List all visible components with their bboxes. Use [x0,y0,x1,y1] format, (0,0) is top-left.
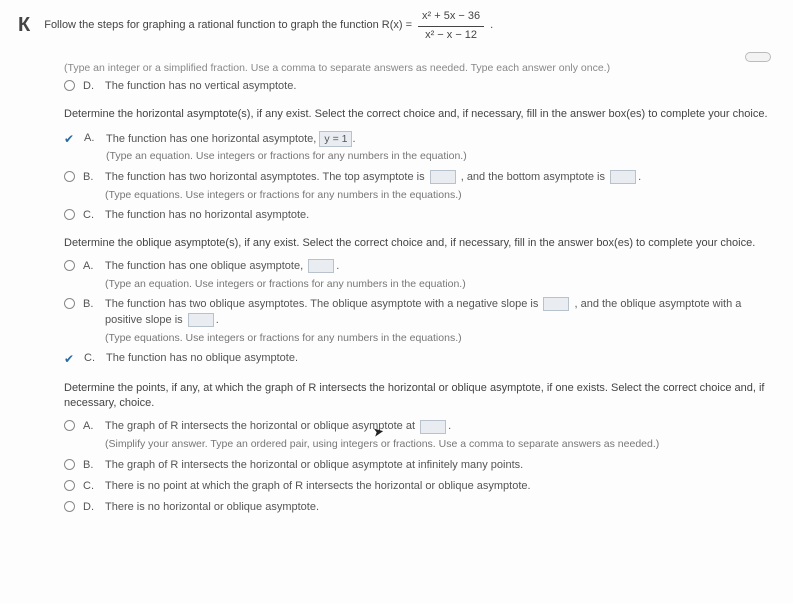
option-letter: D. [83,500,97,516]
points-question: Determine the points, if any, at which t… [64,381,779,412]
option-text: The function has no horizontal asymptote… [105,208,779,224]
answer-input[interactable] [610,170,636,184]
option-text-1: The function has two oblique asymptotes.… [105,298,538,310]
option-oblique-c[interactable]: ✔ C. The function has no oblique asympto… [64,351,779,368]
option-letter: A. [84,131,98,147]
option-horizontal-b[interactable]: B. The function has two horizontal asymp… [64,170,779,203]
answer-input[interactable] [188,313,214,327]
question-prompt: Follow the steps for graphing a rational… [44,8,493,44]
answer-input[interactable] [420,420,446,434]
radio-icon[interactable] [64,171,75,182]
answer-input[interactable] [430,170,456,184]
radio-icon[interactable] [64,501,75,512]
oblique-question: Determine the oblique asymptote(s), if a… [64,236,779,251]
option-points-a[interactable]: A. The graph of R intersects the horizon… [64,419,779,452]
rational-fraction: x² + 5x − 36 x² − x − 12 [418,8,484,44]
fraction-denominator: x² − x − 12 [421,27,481,45]
option-subtext: (Type an equation. Use integers or fract… [106,149,779,164]
option-points-d[interactable]: D. There is no horizontal or oblique asy… [64,500,779,516]
hint-text: (Type an integer or a simplified fractio… [64,62,779,74]
option-letter: A. [83,419,97,435]
horizontal-question: Determine the horizontal asymptote(s), i… [64,107,779,122]
option-text-1: The function has two horizontal asymptot… [105,171,425,183]
option-letter: B. [83,170,97,186]
fraction-numerator: x² + 5x − 36 [418,8,484,27]
radio-icon[interactable] [64,420,75,431]
option-letter: D. [83,79,97,95]
option-text: The function has one oblique asymptote, [105,260,303,272]
radio-icon[interactable] [64,80,75,91]
option-subtext: (Type equations. Use integers or fractio… [105,188,779,203]
option-text: There is no horizontal or oblique asympt… [105,500,779,516]
radio-icon[interactable] [64,480,75,491]
option-letter: C. [84,351,98,367]
option-text: The function has no oblique asymptote. [106,351,779,367]
option-points-b[interactable]: B. The graph of R intersects the horizon… [64,458,779,474]
option-letter: B. [83,458,97,474]
option-text: The graph of R intersects the horizontal… [105,458,779,474]
answer-input[interactable] [308,259,334,273]
answer-input-filled[interactable]: y = 1 [319,131,352,147]
option-letter: C. [83,479,97,495]
option-subtext: (Type an equation. Use integers or fract… [105,277,779,292]
answer-input[interactable] [543,297,569,311]
radio-icon[interactable] [64,209,75,220]
prompt-text: Follow the steps for graphing a rational… [44,17,412,35]
option-letter: C. [83,208,97,224]
option-text: The graph of R intersects the horizontal… [105,420,415,432]
option-points-c[interactable]: C. There is no point at which the graph … [64,479,779,495]
option-horizontal-a[interactable]: ✔ A. The function has one horizontal asy… [64,131,779,165]
check-icon: ✔ [64,131,76,148]
option-text: There is no point at which the graph of … [105,479,779,495]
radio-icon[interactable] [64,298,75,309]
option-subtext: (Type equations. Use integers or fractio… [105,331,779,346]
option-letter: B. [83,297,97,313]
option-letter: A. [83,259,97,275]
check-icon: ✔ [64,351,76,368]
option-text: The function has no vertical asymptote. [105,79,779,95]
option-horizontal-c[interactable]: C. The function has no horizontal asympt… [64,208,779,224]
option-text-2: , and the bottom asymptote is [461,171,605,183]
option-vertical-d[interactable]: D. The function has no vertical asymptot… [64,79,779,95]
progress-pill [745,52,771,62]
option-text: The function has one horizontal asymptot… [106,132,316,144]
radio-icon[interactable] [64,260,75,271]
option-oblique-a[interactable]: A. The function has one oblique asymptot… [64,259,779,292]
option-subtext: (Simplify your answer. Type an ordered p… [105,437,779,452]
prompt-period: . [490,17,493,35]
radio-icon[interactable] [64,459,75,470]
option-oblique-b[interactable]: B. The function has two oblique asymptot… [64,297,779,346]
back-icon[interactable]: К [18,14,30,37]
